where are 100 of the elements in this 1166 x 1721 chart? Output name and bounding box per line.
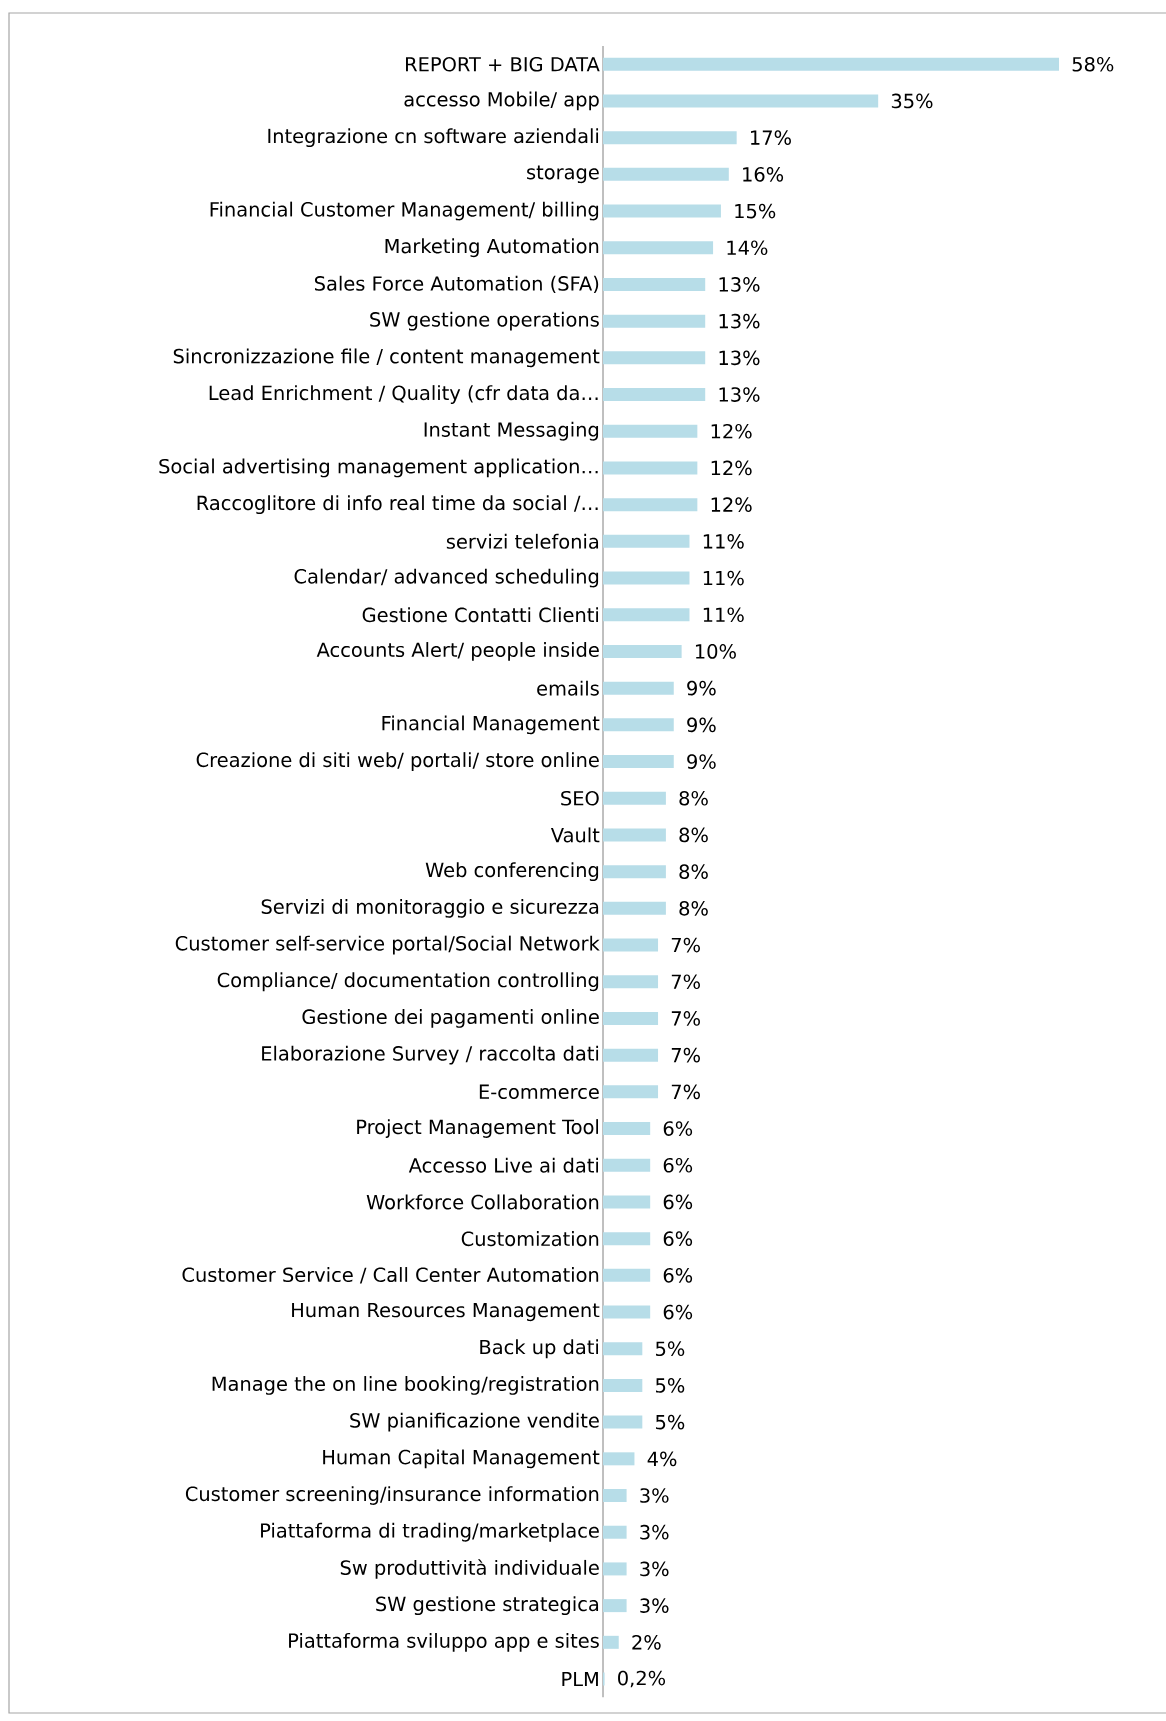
bar [603,1011,659,1025]
y-tick-label: storage [527,165,599,184]
data-label: 6% [663,1121,693,1136]
y-tick-label: Instant Messaging [424,421,599,441]
data-label: 6% [663,1194,693,1210]
y-tick-label: Piattaforma sviluppo app e sites [289,1632,599,1652]
data-label: 2% [632,1634,661,1650]
data-label: 6% [663,1231,693,1246]
data-label: 11% [703,570,744,586]
data-label: 4% [647,1451,677,1467]
bar [603,94,879,108]
bar [603,1232,651,1246]
y-tick-label: SW pianificazione vendite [350,1412,599,1432]
y-tick-label: Servizi di monitoraggio e sicurezza [261,898,599,918]
bar [603,755,674,769]
data-label: 7% [671,974,700,990]
y-tick-label: Accesso Live ai dati [408,1157,598,1173]
y-tick-label: Vault [550,827,600,843]
y-tick-label: Web conferencing [425,862,599,882]
bar [603,1268,651,1282]
bar [603,57,1060,71]
bar [603,608,690,622]
y-tick-label: Customer screening/insurance information [185,1486,599,1505]
bar [603,718,674,732]
y-tick-label: Manage the on line booking/registration [212,1376,599,1395]
y-tick-label: Customer Service / Call Center Automation [182,1267,599,1284]
bar [603,1342,643,1356]
data-label: 3% [640,1524,669,1540]
data-label: 9% [687,717,716,733]
bar [603,534,690,548]
y-tick-label: Customization [461,1231,599,1247]
bar [603,901,666,915]
data-label: 13% [719,313,760,329]
data-label: 9% [687,680,716,696]
data-label: 13% [719,350,760,366]
bar [603,424,698,438]
bar [603,1048,659,1062]
y-tick-label: Financial Customer Management/ billing [210,201,599,221]
data-label: 7% [671,1011,700,1026]
y-tick-label: Lead Enrichment / Quality (cfr data da… [209,385,598,404]
data-label: 10% [695,644,736,659]
y-tick-label: Creazione di siti web/ portali/ store online [196,752,599,771]
y-tick-label: SW gestione strategica [376,1596,599,1616]
y-tick-label: Social advertising management application… [159,458,598,478]
bar [603,1415,643,1429]
data-label: 12% [711,497,752,512]
bar [603,865,666,879]
y-tick-label: Calendar/ advanced scheduling [294,568,599,588]
y-tick-label: Raccoglitore di info real time da social /… [197,495,598,515]
bar [603,644,682,658]
bar [603,975,659,989]
y-tick-label: Human Capital Management [323,1449,600,1469]
data-label: 3% [640,1488,669,1503]
data-label: 15% [735,203,776,219]
y-tick-label: Customer self-service portal/Social Network [175,935,600,955]
data-label: 14% [727,240,768,256]
y-tick-label: Financial Management [382,715,600,735]
data-label: 11% [703,533,744,549]
y-tick-label: Accounts Alert/ people inside [316,642,599,661]
data-label: 5% [656,1378,685,1393]
y-tick-label: Back up dati [480,1339,598,1359]
bar [603,461,698,475]
data-label: 13% [719,387,760,402]
bar [603,131,737,145]
data-label: 7% [671,1047,700,1063]
data-label: 6% [663,1304,693,1320]
y-tick-label: REPORT + BIG DATA [406,56,600,72]
bar [603,681,674,695]
y-tick-label: SEO [561,790,599,806]
bar [603,1305,651,1319]
bar [603,1599,627,1613]
y-tick-label: E-commerce [479,1084,599,1100]
bar [603,1122,651,1136]
bar [603,351,706,365]
y-tick-label: accesso Mobile/ app [404,91,599,111]
data-label: 12% [711,423,752,439]
data-label: 13% [719,277,760,292]
data-label: 17% [751,130,791,145]
y-tick-label: SW gestione operations [370,311,599,331]
bar [603,277,706,291]
y-tick-label: Marketing Automation [385,238,599,258]
bar [603,314,706,328]
bar [603,1085,659,1099]
bar [603,1452,635,1466]
y-tick-label: emails [537,680,599,696]
bar [603,1378,643,1392]
bar [603,1562,627,1576]
data-label: 6% [663,1157,693,1173]
data-label: 7% [671,937,700,953]
data-label: 58% [1072,56,1114,72]
data-label: 35% [891,93,933,109]
y-tick-label: Sales Force Automation (SFA) [314,275,599,294]
y-tick-label: Sw produttività individuale [340,1559,599,1579]
bar [603,1489,627,1503]
bar [603,571,690,585]
data-label: 0,2% [618,1670,666,1688]
data-label: 3% [640,1561,669,1577]
bar [603,791,666,805]
bar [603,1525,627,1539]
y-tick-label: Human Resources Management [292,1302,600,1322]
